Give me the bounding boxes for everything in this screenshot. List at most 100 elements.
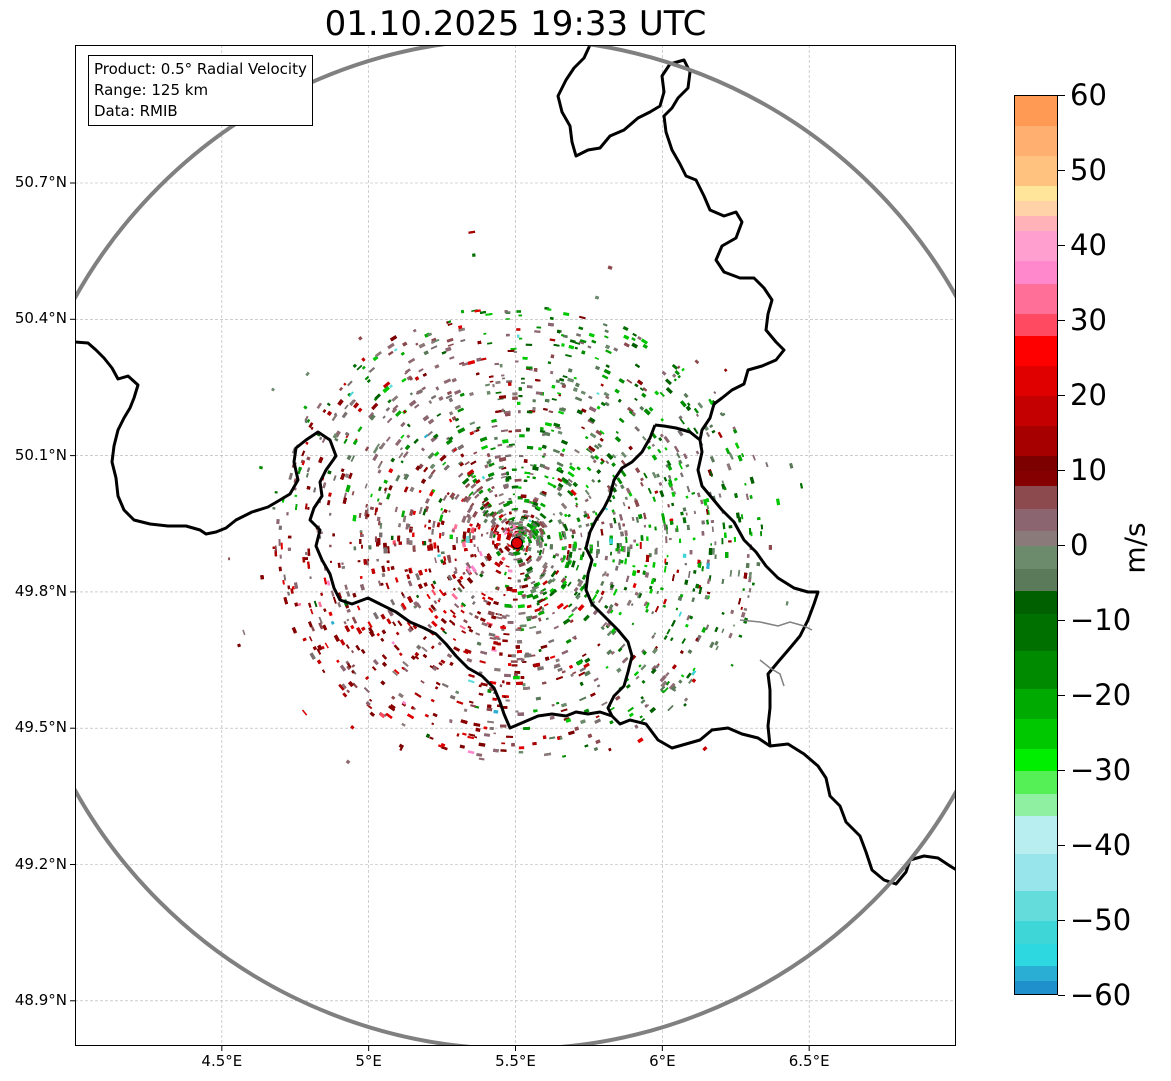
velocity-echo-pixel [433,433,439,439]
velocity-echo-pixel [440,559,444,564]
velocity-echo-pixel [637,336,642,341]
velocity-echo-pixel [472,601,476,605]
velocity-echo-pixel [387,608,394,617]
velocity-echo-pixel [344,584,349,590]
velocity-echo-pixel [421,386,426,391]
velocity-echo-pixel [457,427,466,434]
velocity-echo-pixel [291,626,298,634]
velocity-echo-pixel [518,562,526,568]
velocity-echo-pixel [343,382,347,386]
velocity-echo-pixel [498,501,505,506]
velocity-echo-pixel [374,507,379,513]
velocity-echo-pixel [408,357,416,364]
velocity-echo-pixel [579,339,587,344]
velocity-echo-pixel [503,632,510,636]
velocity-echo-pixel [498,457,507,462]
velocity-echo-pixel [439,532,442,539]
velocity-echo-pixel [493,748,499,753]
velocity-echo-pixel [539,535,545,543]
velocity-echo-pixel [538,611,545,616]
velocity-echo-pixel [692,667,696,672]
velocity-echo-pixel [719,412,724,416]
velocity-echo-pixel [308,621,313,628]
velocity-echo-pixel [379,712,386,719]
velocity-echo-pixel [677,429,684,437]
velocity-echo-pixel [351,616,358,624]
velocity-echo-pixel [564,575,568,579]
velocity-echo-pixel [344,473,350,479]
velocity-echo-pixel [679,472,684,478]
velocity-echo-pixel [679,418,685,425]
velocity-echo-pixel [501,408,504,413]
velocity-echo-pixel [476,426,481,430]
velocity-echo-pixel [313,487,317,493]
velocity-echo-pixel [493,527,498,534]
velocity-echo-pixel [465,561,472,570]
velocity-echo-pixel [258,465,264,470]
velocity-echo-pixel [541,548,545,555]
velocity-echo-pixel [349,399,356,406]
velocity-echo-pixel [663,565,667,573]
velocity-echo-pixel [422,636,427,640]
velocity-echo-pixel [523,726,530,731]
velocity-echo-pixel [640,699,646,704]
velocity-echo-pixel [337,562,341,568]
velocity-echo-pixel [691,491,696,495]
velocity-echo-pixel [363,559,368,565]
velocity-echo-pixel [569,462,573,466]
velocity-echo-pixel [449,356,455,360]
velocity-echo-pixel [395,631,400,636]
velocity-echo-pixel [752,454,756,461]
velocity-echo-pixel [721,412,726,417]
velocity-echo-pixel [514,552,521,556]
velocity-echo-pixel [605,666,609,669]
velocity-echo-pixel [483,518,488,524]
velocity-echo-pixel [535,696,542,701]
velocity-echo-pixel [472,478,478,484]
velocity-echo-pixel [504,520,511,525]
velocity-echo-pixel [634,397,638,402]
velocity-echo-pixel [555,658,560,663]
velocity-echo-pixel [483,332,487,335]
velocity-echo-pixel [500,475,507,479]
velocity-echo-pixel [414,655,419,660]
velocity-echo-pixel [612,511,616,516]
velocity-echo-pixel [725,447,731,455]
velocity-echo-pixel [539,532,544,538]
velocity-echo-pixel [568,544,572,549]
velocity-echo-pixel [679,538,682,543]
velocity-echo-pixel [358,512,362,518]
velocity-echo-pixel [428,568,432,573]
velocity-echo-pixel [503,571,507,576]
velocity-echo-pixel [689,550,693,555]
velocity-echo-pixel [470,460,477,466]
velocity-echo-pixel [642,343,648,349]
velocity-echo-pixel [479,660,486,664]
velocity-echo-pixel [568,613,574,619]
velocity-echo-pixel [714,640,719,646]
velocity-echo-pixel [428,526,432,530]
velocity-echo-pixel [517,533,523,536]
velocity-echo-pixel [469,431,475,436]
velocity-echo-pixel [660,685,666,692]
velocity-echo-pixel [385,582,390,590]
velocity-echo-pixel [398,541,402,545]
velocity-echo-pixel [326,580,331,586]
velocity-echo-pixel [625,684,631,689]
velocity-echo-pixel [561,334,564,337]
velocity-echo-pixel [626,599,632,607]
velocity-echo-pixel [558,407,565,412]
velocity-echo-pixel [693,569,697,574]
velocity-echo-pixel [654,490,659,494]
velocity-echo-pixel [526,604,532,609]
velocity-echo-pixel [487,503,492,507]
velocity-echo-pixel [627,706,634,713]
velocity-echo-pixel [557,392,562,395]
velocity-echo-pixel [390,535,394,541]
velocity-echo-pixel [502,639,508,643]
velocity-echo-pixel [501,556,506,561]
velocity-echo-pixel [294,494,298,498]
velocity-echo-pixel [591,478,596,483]
velocity-echo-pixel [451,529,455,532]
velocity-echo-pixel [479,505,485,511]
